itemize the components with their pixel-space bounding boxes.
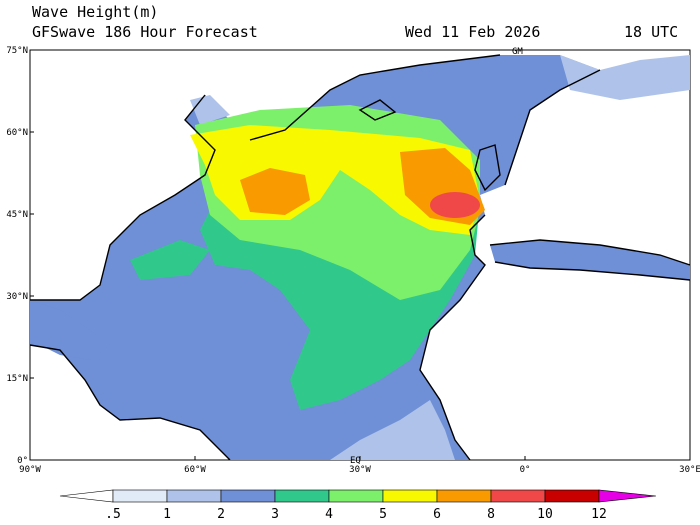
map: GM EQ [29, 47, 691, 466]
colorbar-min [59, 489, 114, 503]
lat-label: 15°N [6, 374, 28, 384]
title: Wave Height(m) [32, 3, 158, 21]
lat-label: 0° [17, 456, 28, 466]
subtitle: GFSwave 186 Hour Forecast [32, 23, 258, 41]
colorbar: .5 1 2 3 4 5 6 8 10 12 [59, 489, 657, 522]
lat-label: 75°N [6, 46, 28, 56]
wave-8-10 [430, 192, 480, 218]
colorbar-segment [112, 489, 168, 503]
coastline [29, 54, 691, 461]
colorbar-label: 2 [217, 507, 225, 522]
colorbar-segment [328, 489, 384, 503]
colorbar-label: 5 [379, 507, 387, 522]
colorbar-segment [436, 489, 492, 503]
annotation: GM [512, 47, 523, 57]
colorbar-label: 6 [433, 507, 441, 522]
lat-label: 45°N [6, 210, 28, 220]
lat-label: 60°N [6, 128, 28, 138]
wave-6-8 [240, 148, 485, 225]
colorbar-label: 1 [163, 507, 171, 522]
colorbar-label: 4 [325, 507, 333, 522]
lon-label: 30°W [349, 465, 371, 475]
colorbar-segment [382, 489, 438, 503]
lon-label: 90°W [19, 465, 41, 475]
lat-label: 30°N [6, 292, 28, 302]
colorbar-label: .5 [105, 507, 121, 522]
time: 18 UTC [624, 23, 678, 41]
wave-1-2 [190, 55, 690, 460]
colorbar-label: 3 [271, 507, 279, 522]
colorbar-segment [490, 489, 546, 503]
axis-labels: 75°N60°N45°N30°N15°N0°90°W 60°W 30°W 0° 30°E [6, 46, 700, 475]
colorbar-segment [166, 489, 222, 503]
colorbar-label: 10 [537, 507, 553, 522]
colorbar-label: 12 [591, 507, 607, 522]
colorbar-max [598, 489, 657, 503]
colorbar-segment [544, 489, 600, 503]
ocean-sea [30, 240, 690, 360]
date: Wed 11 Feb 2026 [405, 23, 540, 41]
colorbar-segment [274, 489, 330, 503]
lon-label: 60°W [184, 465, 206, 475]
colorbar-label: 8 [487, 507, 495, 522]
lon-label: 30°E [679, 465, 700, 475]
lon-label: 0° [520, 465, 531, 475]
colorbar-segment [220, 489, 276, 503]
annotation: EQ [350, 456, 361, 466]
